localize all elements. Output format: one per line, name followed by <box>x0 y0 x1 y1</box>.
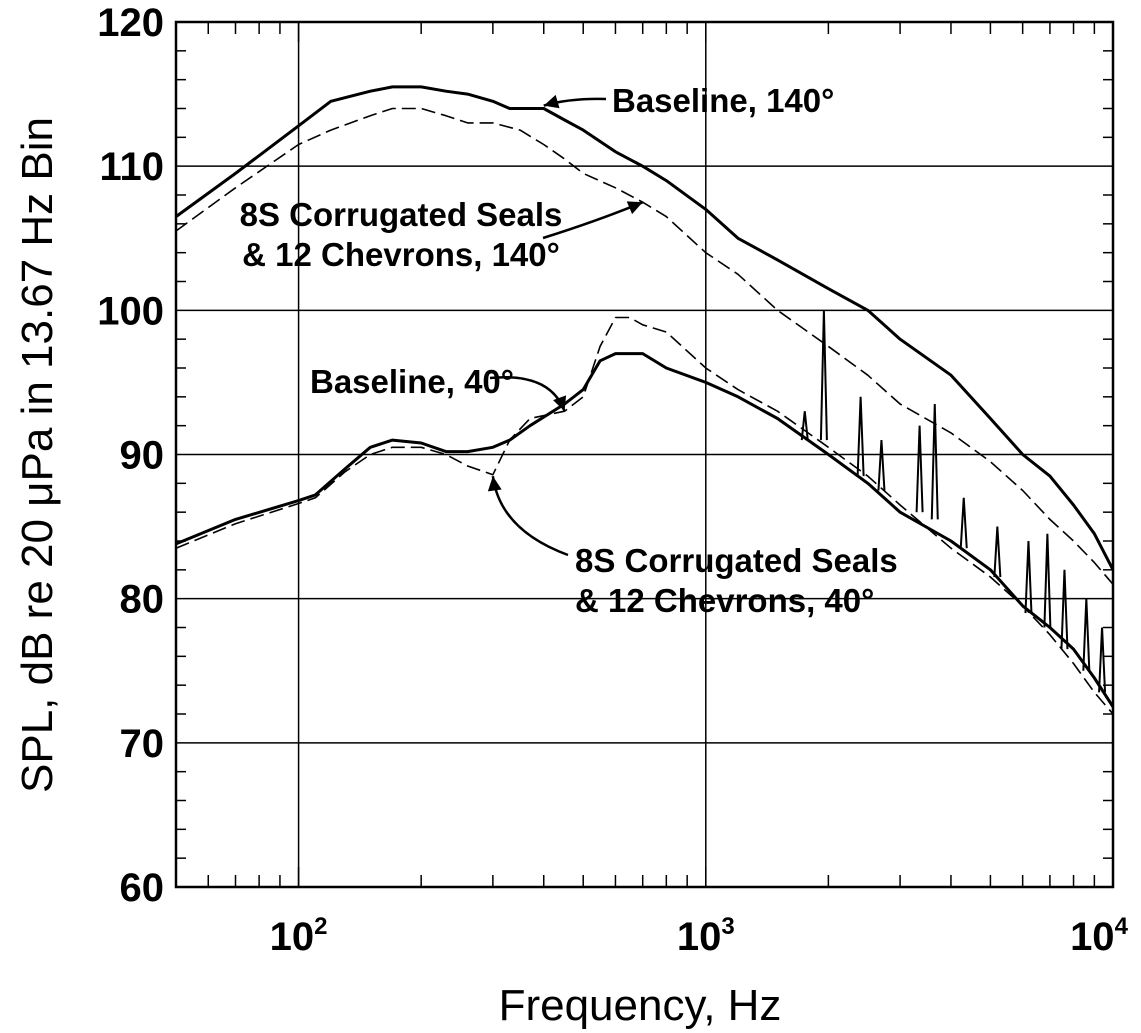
spike-mark <box>959 497 968 549</box>
y-tick-label: 70 <box>120 722 165 766</box>
y-tick-label: 100 <box>97 289 164 333</box>
y-tick-label: 90 <box>120 434 165 478</box>
y-tick-label: 120 <box>97 1 164 45</box>
annotation-label: 8S Corrugated Seals & 12 Chevrons, 40° <box>575 542 898 619</box>
x-tick-label: 103 <box>677 913 735 959</box>
spike-mark <box>856 396 865 477</box>
spike-mark <box>915 425 924 513</box>
annotation-label: Baseline, 40° <box>310 363 514 400</box>
annotations: Baseline, 140° 8S Corrugated Seals & 12 Ch… <box>240 82 898 619</box>
y-tick-label: 60 <box>120 866 165 910</box>
y-tick-label: 110 <box>99 145 164 189</box>
x-tick-label: 102 <box>270 913 328 959</box>
annotation-arrowhead <box>553 395 567 412</box>
annotation-label: 8S Corrugated Seals & 12 Chevrons, 140° <box>240 196 563 273</box>
x-tick-label: 104 <box>1070 913 1129 959</box>
series-line-3 <box>175 352 1115 708</box>
gridlines <box>176 22 1113 887</box>
spike-mark <box>1060 569 1069 650</box>
spike-mark <box>800 411 809 441</box>
plot-frame <box>174 20 1115 889</box>
series-line-4 <box>175 316 1114 715</box>
series-line-2 <box>175 107 1114 585</box>
spike-mark <box>1024 540 1033 614</box>
spike-mark <box>930 404 939 520</box>
spike-mark <box>819 310 828 441</box>
spike-mark <box>993 526 1002 578</box>
series-line-1 <box>175 85 1115 571</box>
x-axis-label: Frequency, Hz <box>499 981 782 1030</box>
annotation-label: Baseline, 140° <box>612 82 834 119</box>
data-series <box>175 85 1115 715</box>
annotation-leader <box>491 475 569 557</box>
annotation-arrowhead <box>543 94 560 109</box>
spike-mark <box>1098 627 1107 693</box>
y-axis-label: SPL, dB re 20 μPa in 13.67 Hz Bin <box>13 117 62 793</box>
spike-mark <box>877 440 886 491</box>
spike-mark <box>1082 598 1091 671</box>
y-tick-label: 80 <box>120 578 165 622</box>
tonal-spikes <box>800 310 1107 693</box>
spike-mark <box>1043 533 1052 628</box>
annotation-arrowhead <box>626 201 643 215</box>
axis-ticks: 60 70 80 90 100 110 120 102 103 104 <box>97 1 1128 959</box>
annotation-arrowhead <box>487 476 502 492</box>
